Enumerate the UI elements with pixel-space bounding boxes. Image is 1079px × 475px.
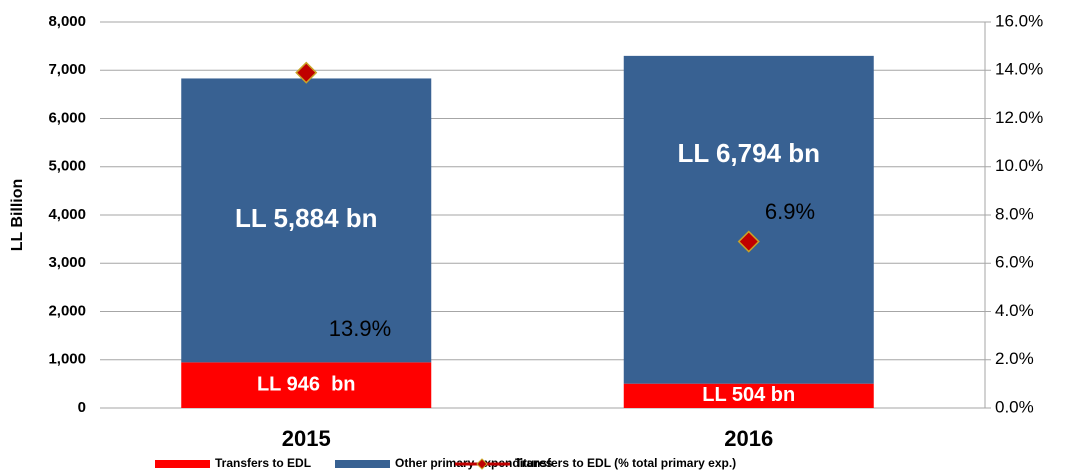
y2-tick-label: 10.0% bbox=[995, 156, 1043, 175]
y2-tick-label: 0.0% bbox=[995, 397, 1034, 416]
legend-marker bbox=[476, 458, 488, 470]
y2-tick-label: 12.0% bbox=[995, 108, 1043, 127]
y2-tick-label: 6.0% bbox=[995, 253, 1034, 272]
legend-label: Transfers to EDL bbox=[215, 456, 311, 470]
data-label: LL 504 bn bbox=[702, 384, 795, 406]
bar bbox=[181, 78, 432, 363]
y2-tick-label: 4.0% bbox=[995, 301, 1034, 320]
x-tick-label: 2015 bbox=[282, 426, 331, 451]
legend-swatch bbox=[335, 460, 390, 468]
y-tick-label: 1,000 bbox=[48, 351, 86, 368]
y2-tick-label: 14.0% bbox=[995, 60, 1043, 79]
data-label: LL 5,884 bn bbox=[235, 203, 378, 233]
data-label: LL 6,794 bn bbox=[677, 138, 820, 168]
data-label: LL 946 bn bbox=[257, 373, 356, 395]
y-tick-label: 3,000 bbox=[48, 254, 86, 271]
marker bbox=[295, 61, 318, 84]
y-tick-label: 0 bbox=[78, 399, 86, 416]
y2-tick-label: 2.0% bbox=[995, 349, 1034, 368]
bar bbox=[181, 362, 432, 408]
bar bbox=[623, 383, 874, 408]
y-tick-label: 7,000 bbox=[48, 61, 86, 78]
y-tick-label: 6,000 bbox=[48, 109, 86, 126]
legend-swatch bbox=[155, 460, 210, 468]
y-tick-label: 8,000 bbox=[48, 13, 86, 30]
y-tick-label: 4,000 bbox=[48, 206, 86, 223]
y2-tick-label: 16.0% bbox=[995, 11, 1043, 30]
y-axis-label: LL Billion bbox=[9, 179, 26, 252]
x-tick-label: 2016 bbox=[724, 426, 773, 451]
legend-label: Transfers to EDL (% total primary exp.) bbox=[515, 456, 736, 470]
data-label: 13.9% bbox=[329, 316, 391, 341]
data-label: 6.9% bbox=[765, 199, 815, 224]
y2-tick-label: 8.0% bbox=[995, 204, 1034, 223]
y-tick-label: 5,000 bbox=[48, 158, 86, 175]
marker bbox=[737, 230, 760, 253]
y-tick-label: 2,000 bbox=[48, 302, 86, 319]
bar bbox=[623, 55, 874, 384]
